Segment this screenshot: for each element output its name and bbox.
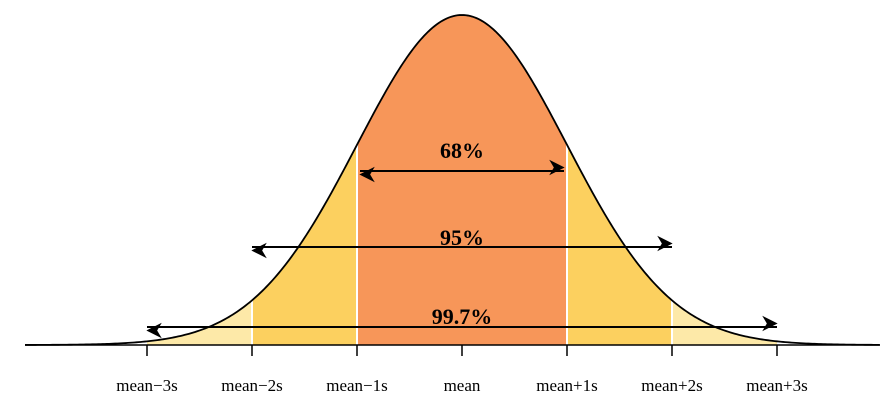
regions [147,15,777,345]
ticks: mean−3s mean−2s mean−1s mean mean+1s mean+2s m… [116,345,808,395]
tick-label: mean−1s [326,376,388,395]
region-1s [357,15,567,345]
arrows: 68% 95% 99.7% [146,138,778,339]
range-label: 99.7% [432,304,493,329]
tick-label: mean+2s [641,376,703,395]
tick-label: mean−3s [116,376,178,395]
tick-label: mean+1s [536,376,598,395]
tick-label: mean+3s [746,376,808,395]
tick-label: mean−2s [221,376,283,395]
range-label: 95% [440,225,484,250]
tick-label: mean [444,376,481,395]
range-label: 68% [440,138,484,163]
